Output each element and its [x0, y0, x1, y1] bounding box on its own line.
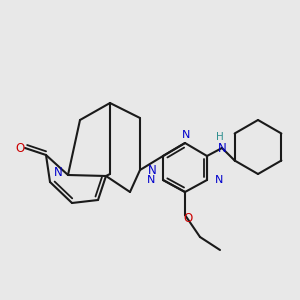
Text: O: O	[15, 142, 25, 154]
Text: N: N	[147, 175, 155, 185]
Text: N: N	[182, 130, 190, 140]
Text: N: N	[54, 167, 62, 179]
Text: N: N	[215, 175, 223, 185]
Text: O: O	[183, 212, 193, 226]
Text: N: N	[148, 164, 156, 176]
Text: N: N	[218, 142, 226, 154]
Text: H: H	[216, 132, 224, 142]
